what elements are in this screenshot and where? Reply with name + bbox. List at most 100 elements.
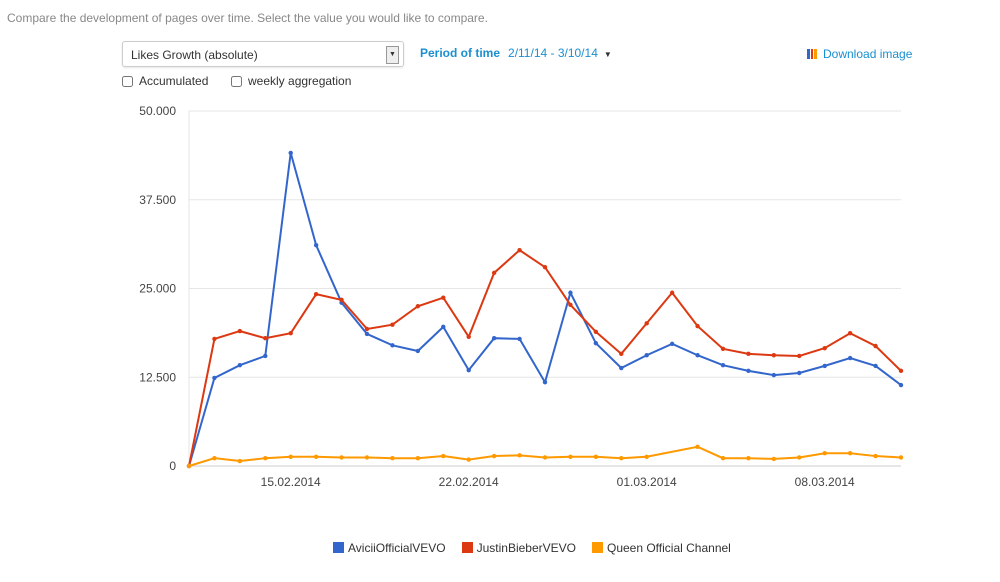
download-image-link[interactable]: Download image xyxy=(807,47,912,61)
legend-swatch xyxy=(591,542,603,553)
period-selector[interactable]: Period of time 2/11/14 - 3/10/14 ▼ xyxy=(420,46,612,60)
data-point xyxy=(669,290,675,295)
data-point xyxy=(237,328,243,334)
data-point xyxy=(695,444,700,450)
data-point xyxy=(212,375,217,381)
data-point xyxy=(568,290,573,295)
data-point xyxy=(364,326,370,332)
data-point xyxy=(186,463,192,469)
legend-swatch xyxy=(461,542,473,553)
download-label: Download image xyxy=(823,47,913,61)
period-value[interactable]: 2/11/14 - 3/10/14 xyxy=(508,46,598,60)
data-point xyxy=(390,455,395,461)
x-tick-label: 15.02.2014 xyxy=(261,475,321,489)
data-point xyxy=(441,295,446,300)
legend-item[interactable]: JustinBieberVEVO xyxy=(461,541,576,555)
weekly-aggregation-checkbox[interactable]: weekly aggregation xyxy=(231,74,351,88)
data-point xyxy=(593,454,599,459)
x-tick-label: 22.02.2014 xyxy=(439,475,499,489)
data-point xyxy=(771,372,777,378)
data-point xyxy=(898,455,904,460)
caret-down-icon[interactable]: ▼ xyxy=(603,50,612,59)
data-point xyxy=(720,346,726,352)
weekly-input[interactable] xyxy=(231,76,242,87)
y-tick-label: 37.500 xyxy=(139,193,176,207)
legend-item[interactable]: AviciiOfficialVEVO xyxy=(333,541,446,555)
data-point xyxy=(313,242,319,248)
data-point xyxy=(415,304,421,309)
data-point xyxy=(339,455,344,460)
data-point xyxy=(364,455,370,460)
data-point xyxy=(593,340,599,346)
x-tick-label: 08.03.2014 xyxy=(795,475,855,489)
data-point xyxy=(644,353,649,358)
data-point xyxy=(619,365,624,371)
data-point xyxy=(822,451,827,456)
data-point xyxy=(619,455,624,461)
data-point xyxy=(491,453,497,459)
data-point xyxy=(390,343,395,348)
data-point xyxy=(441,453,446,459)
data-point xyxy=(873,343,878,349)
legend-label: Queen Official Channel xyxy=(606,541,731,555)
series-line-2 xyxy=(188,445,902,467)
data-point xyxy=(466,334,471,339)
data-point xyxy=(771,353,777,358)
chevron-down-icon[interactable]: ▼ xyxy=(386,46,399,64)
y-tick-label: 0 xyxy=(169,459,176,473)
data-point xyxy=(720,455,726,461)
data-point xyxy=(390,322,395,327)
legend-swatch xyxy=(333,542,344,553)
legend-item[interactable]: Queen Official Channel xyxy=(591,541,731,555)
intro-text: Compare the development of pages over ti… xyxy=(7,11,488,25)
data-point xyxy=(491,270,497,276)
data-point xyxy=(517,336,522,342)
data-point xyxy=(237,458,243,464)
x-tick-label: 01.03.2014 xyxy=(617,475,677,489)
data-point xyxy=(364,331,370,337)
accumulated-label: Accumulated xyxy=(139,74,209,88)
weekly-label: weekly aggregation xyxy=(248,74,352,88)
data-point xyxy=(339,297,344,303)
data-point xyxy=(822,345,827,351)
data-point xyxy=(644,454,649,459)
data-point xyxy=(288,150,293,156)
data-point xyxy=(288,331,293,336)
data-point xyxy=(263,455,268,461)
y-tick-label: 25.000 xyxy=(139,282,176,296)
data-point xyxy=(873,453,878,459)
data-point xyxy=(847,451,853,456)
data-point xyxy=(313,454,319,459)
data-point xyxy=(212,336,217,342)
data-point xyxy=(822,363,827,369)
data-point xyxy=(695,353,700,358)
data-point xyxy=(441,324,446,330)
data-point xyxy=(898,382,904,388)
accumulated-checkbox[interactable]: Accumulated xyxy=(122,74,208,88)
data-point xyxy=(517,453,522,458)
data-point xyxy=(746,455,751,461)
data-point xyxy=(669,341,675,347)
data-point xyxy=(237,362,243,368)
data-point xyxy=(263,353,268,359)
data-point xyxy=(212,455,217,461)
accumulated-input[interactable] xyxy=(122,76,133,87)
data-point xyxy=(797,370,802,376)
y-tick-label: 12.500 xyxy=(139,370,176,384)
data-point xyxy=(644,321,649,326)
data-point xyxy=(313,291,319,297)
data-point xyxy=(873,363,878,369)
data-point xyxy=(542,265,548,270)
data-point xyxy=(695,323,700,329)
data-point xyxy=(619,351,624,357)
data-point xyxy=(797,353,802,359)
metric-select[interactable]: Likes Growth (absolute) ▼ xyxy=(122,41,404,67)
data-point xyxy=(720,362,726,368)
data-point xyxy=(797,455,802,460)
data-point xyxy=(263,336,268,341)
data-point xyxy=(542,455,548,460)
chart-icon xyxy=(807,49,817,59)
data-point xyxy=(542,380,548,385)
data-point xyxy=(593,329,599,335)
